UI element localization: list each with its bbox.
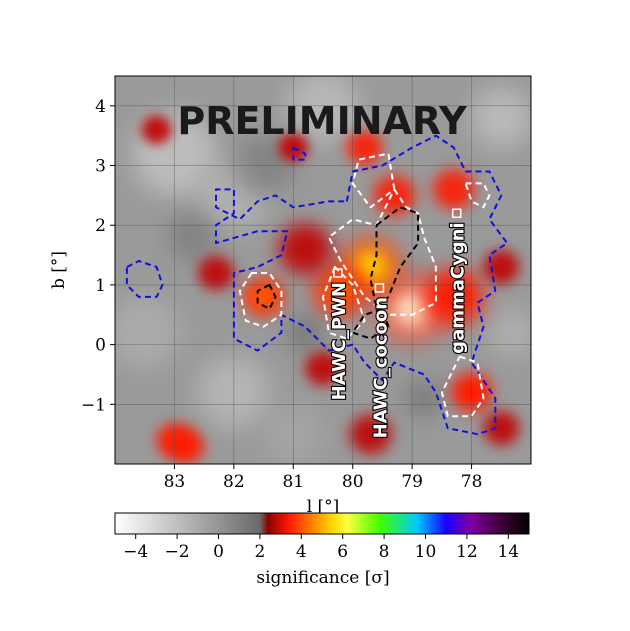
noise-patch-10 xyxy=(406,380,443,417)
x-tick-label-80: 80 xyxy=(342,472,364,492)
hotspot-4 xyxy=(423,268,484,326)
contour-white-5 xyxy=(464,182,491,209)
hotspot-9 xyxy=(278,223,333,275)
x-tick-label-82: 82 xyxy=(223,472,245,492)
y-tick-label-0: 0 xyxy=(95,336,106,356)
y-tick-label-2: 2 xyxy=(95,216,106,236)
cb-tick-label-12: 12 xyxy=(456,542,478,562)
contour-white-1 xyxy=(327,188,437,316)
y-tick-label--1: −1 xyxy=(81,395,106,415)
noise-patch-6 xyxy=(489,308,531,357)
noise-patch-8 xyxy=(168,213,217,262)
hotspot-18 xyxy=(305,351,341,386)
noise-patch-2 xyxy=(287,76,359,142)
noise-patch-11 xyxy=(287,314,324,351)
cb-tick-label-4: 4 xyxy=(296,542,307,562)
hotspot-17 xyxy=(483,411,520,446)
x-tick-label-78: 78 xyxy=(461,472,483,492)
colorbar-ticks: −4 −2 0 2 4 6 8 10 12 14 xyxy=(123,534,519,562)
colorbar: −4 −2 0 2 4 6 8 10 12 14 significance [σ] xyxy=(114,512,530,588)
contour-black-1 xyxy=(256,283,277,310)
colorbar-gradient xyxy=(114,512,530,535)
contour-black-0 xyxy=(369,206,420,310)
hotspot-16 xyxy=(349,414,392,455)
hotspot-3 xyxy=(242,276,285,317)
y-tick-label-1: 1 xyxy=(95,276,106,296)
sky-map-plot: 83 82 81 80 79 78 −1 0 1 2 3 4 HAWC_PWN HAWC_cocoon… xyxy=(49,75,532,517)
contour-white-3 xyxy=(322,266,366,340)
contour-lines xyxy=(125,134,509,436)
preliminary-watermark: PRELIMINARY xyxy=(177,99,467,143)
cb-tick-label-0: 0 xyxy=(213,542,224,562)
noise-patch-3 xyxy=(471,87,531,148)
contour-blue-2 xyxy=(292,146,307,161)
hotspot-6 xyxy=(432,169,475,210)
source-label-2: gammaCygni xyxy=(448,222,469,354)
colorbar-label: significance [σ] xyxy=(256,568,389,588)
y-axis-ticks: −1 0 1 2 3 4 xyxy=(81,97,115,415)
hotspot-7 xyxy=(373,175,416,216)
significance-heatmap xyxy=(115,76,531,464)
y-axis-label: b [°] xyxy=(49,251,69,289)
hotspot-14 xyxy=(141,115,172,144)
contour-blue-0 xyxy=(215,134,509,436)
source-label-0: HAWC_PWN xyxy=(329,282,350,400)
x-axis-ticks: 83 82 81 80 79 78 xyxy=(164,464,483,492)
cb-tick-label-14: 14 xyxy=(497,542,519,562)
cb-tick-label--2: −2 xyxy=(165,542,190,562)
source-marker-1 xyxy=(374,283,385,293)
x-axis-label: l [°] xyxy=(307,497,340,517)
cb-tick-label--4: −4 xyxy=(123,542,148,562)
source-marker-0 xyxy=(333,268,343,278)
plot-frame xyxy=(114,75,532,465)
cb-tick-label-2: 2 xyxy=(254,542,265,562)
contour-white-4 xyxy=(440,355,485,418)
source-marker-2 xyxy=(451,208,462,219)
source-label-1: HAWC_cocoon xyxy=(370,297,391,439)
hotspot-12 xyxy=(168,428,205,464)
hotspot-10 xyxy=(198,255,235,291)
cb-tick-label-8: 8 xyxy=(379,542,390,562)
y-tick-label-4: 4 xyxy=(95,97,106,117)
source-markers: HAWC_PWN HAWC_cocoon gammaCygni xyxy=(328,208,470,440)
y-tick-label-3: 3 xyxy=(95,157,106,177)
contour-white-0 xyxy=(351,152,396,209)
noise-patch-4 xyxy=(115,296,181,369)
hotspot-15 xyxy=(483,249,520,285)
contour-black-2 xyxy=(351,307,390,340)
grid-lines xyxy=(115,76,531,464)
cb-tick-label-6: 6 xyxy=(337,542,348,562)
x-tick-label-79: 79 xyxy=(401,472,423,492)
contour-white-2 xyxy=(238,272,283,328)
x-tick-label-83: 83 xyxy=(164,472,186,492)
cb-tick-label-10: 10 xyxy=(415,542,437,562)
x-tick-label-81: 81 xyxy=(282,472,304,492)
